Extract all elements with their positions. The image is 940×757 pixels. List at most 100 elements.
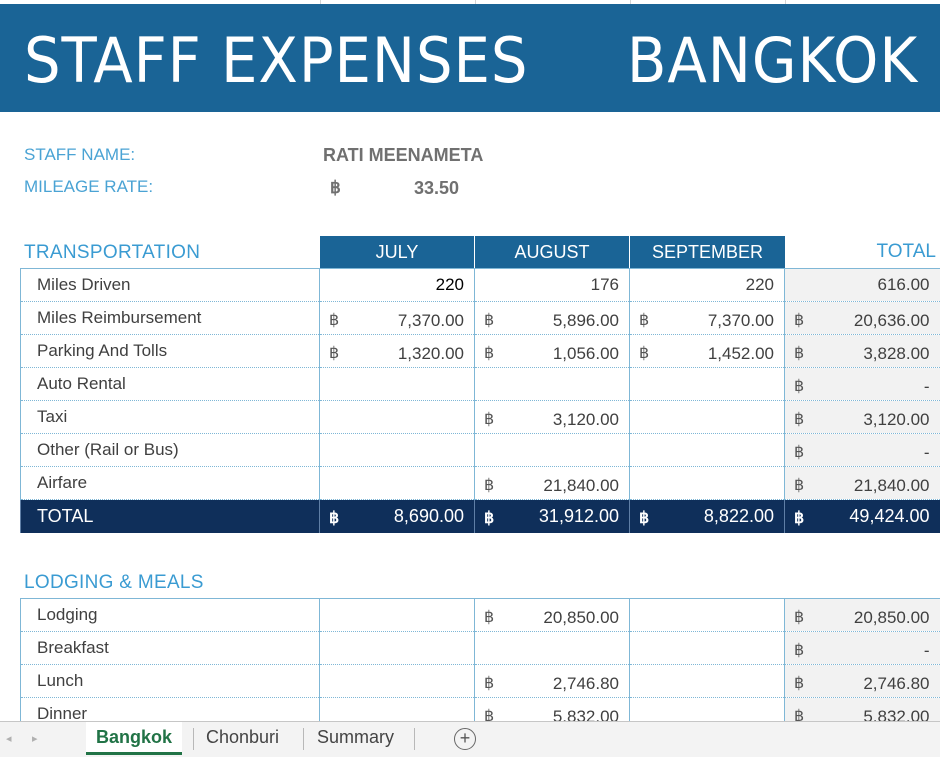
amount-cell[interactable]: 220: [629, 268, 785, 302]
row-label[interactable]: Other (Rail or Bus): [20, 433, 320, 467]
table-row: Parking And Tolls ฿ 1,320.00 ฿ 1,056.00 ฿ 1,45…: [20, 334, 940, 368]
amount-cell[interactable]: [474, 367, 630, 401]
row-label[interactable]: Auto Rental: [20, 367, 320, 401]
row-label[interactable]: Taxi: [20, 400, 320, 434]
total-header[interactable]: TOTAL: [876, 241, 936, 262]
amount-value: 5,896.00: [552, 311, 619, 330]
row-label[interactable]: Miles Reimbursement: [20, 301, 320, 335]
tab-scroll-right-icon[interactable]: ▸: [32, 733, 38, 745]
amount-cell[interactable]: ฿ 1,452.00: [629, 334, 785, 368]
amount-cell[interactable]: [629, 400, 785, 434]
amount-cell[interactable]: ฿ 5,896.00: [474, 301, 630, 335]
add-sheet-icon[interactable]: +: [454, 728, 476, 750]
amount-cell[interactable]: [629, 367, 785, 401]
amount-cell[interactable]: [629, 598, 785, 632]
amount-value: 220: [435, 275, 464, 294]
amount-value: 1,320.00: [397, 344, 464, 363]
amount-cell[interactable]: ฿ 1,056.00: [474, 334, 630, 368]
tab-separator: [193, 728, 194, 750]
amount-cell[interactable]: [474, 631, 630, 665]
amount-cell[interactable]: [629, 664, 785, 698]
row-total-cell[interactable]: ฿ 20,636.00: [784, 301, 940, 335]
total-row-label[interactable]: TOTAL: [20, 499, 320, 533]
amount-value: 8,690.00: [393, 505, 464, 526]
amount-cell[interactable]: [319, 664, 475, 698]
amount-cell[interactable]: ฿ 31,912.00: [474, 499, 630, 533]
tab-separator: [303, 728, 304, 750]
amount-value: [320, 480, 474, 486]
tab-chonburi[interactable]: Chonburi: [206, 727, 280, 747]
amount-cell[interactable]: [474, 433, 630, 467]
amount-value: [320, 381, 474, 387]
amount-cell[interactable]: [319, 466, 475, 500]
amount-cell[interactable]: ฿ 2,746.80: [474, 664, 630, 698]
row-label[interactable]: Miles Driven: [20, 268, 320, 302]
row-total-cell[interactable]: ฿ 20,850.00: [784, 598, 940, 632]
baht-symbol: ฿: [794, 708, 805, 725]
baht-symbol: ฿: [794, 411, 805, 428]
row-total-cell[interactable]: ฿ -: [784, 433, 940, 467]
table-row: Lodging ฿ 20,850.00 ฿ 20,850.00: [20, 598, 940, 632]
row-total-cell[interactable]: ฿ 2,746.80: [784, 664, 940, 698]
mileage-rate-value[interactable]: 33.50: [414, 178, 460, 198]
row-total-cell[interactable]: ฿ 3,120.00: [784, 400, 940, 434]
amount-cell[interactable]: ฿ 7,370.00: [629, 301, 785, 335]
row-label[interactable]: Lodging: [20, 598, 320, 632]
row-label[interactable]: Breakfast: [20, 631, 320, 665]
amount-cell[interactable]: [629, 433, 785, 467]
baht-symbol: ฿: [794, 642, 805, 659]
amount-cell[interactable]: ฿ 21,840.00: [474, 466, 630, 500]
amount-cell[interactable]: [319, 367, 475, 401]
amount-cell[interactable]: ฿ 7,370.00: [319, 301, 475, 335]
header-banner: STAFF EXPENSES BANGKOK: [0, 4, 940, 112]
row-label[interactable]: Parking And Tolls: [20, 334, 320, 368]
row-label[interactable]: Airfare: [20, 466, 320, 500]
amount-value: [320, 612, 474, 618]
month-header-july[interactable]: JULY: [320, 236, 474, 268]
amount-cell[interactable]: ฿ 3,120.00: [474, 400, 630, 434]
amount-cell[interactable]: 220: [319, 268, 475, 302]
row-total-cell[interactable]: ฿ 21,840.00: [784, 466, 940, 500]
amount-value: 8,822.00: [703, 505, 774, 526]
amount-value: -: [923, 641, 930, 660]
row-total-cell[interactable]: ฿ 49,424.00: [784, 499, 940, 533]
amount-cell[interactable]: [629, 631, 785, 665]
tab-summary[interactable]: Summary: [317, 727, 395, 747]
amount-cell[interactable]: [319, 433, 475, 467]
month-header-september[interactable]: SEPTEMBER: [630, 236, 785, 268]
amount-cell[interactable]: ฿ 1,320.00: [319, 334, 475, 368]
row-total-cell[interactable]: ฿ -: [784, 367, 940, 401]
tab-scroll-left-icon[interactable]: ◂: [6, 733, 12, 745]
amount-cell[interactable]: ฿ 8,690.00: [319, 499, 475, 533]
amount-value: 220: [745, 275, 774, 294]
row-label[interactable]: Lunch: [20, 664, 320, 698]
row-total-cell[interactable]: ฿ -: [784, 631, 940, 665]
table-row: Taxi ฿ 3,120.00 ฿ 3,120.00: [20, 400, 940, 434]
staff-name-value[interactable]: RATI MEENAMETA: [323, 145, 484, 165]
amount-cell[interactable]: [629, 466, 785, 500]
row-total-cell[interactable]: ฿ 3,828.00: [784, 334, 940, 368]
amount-cell[interactable]: [319, 598, 475, 632]
amount-cell[interactable]: ฿ 20,850.00: [474, 598, 630, 632]
amount-value: 21,840.00: [853, 476, 930, 495]
amount-cell[interactable]: [319, 631, 475, 665]
baht-symbol: ฿: [794, 345, 805, 362]
amount-value: [630, 447, 784, 453]
amount-cell[interactable]: ฿ 8,822.00: [629, 499, 785, 533]
amount-value: 7,370.00: [707, 311, 774, 330]
month-header-august[interactable]: AUGUST: [475, 236, 629, 268]
baht-symbol: ฿: [794, 675, 805, 692]
tab-bangkok[interactable]: Bangkok: [86, 722, 183, 755]
amount-value: [630, 480, 784, 486]
baht-symbol: ฿: [794, 378, 805, 395]
amount-value: 20,850.00: [853, 608, 930, 627]
baht-symbol: ฿: [484, 345, 495, 362]
sheet-title: STAFF EXPENSES: [24, 24, 529, 97]
tab-separator: [414, 728, 415, 750]
sheet-tab-bar: ◂ ▸ Bangkok Chonburi Summary +: [0, 721, 940, 757]
baht-symbol: ฿: [794, 609, 805, 626]
amount-cell[interactable]: [319, 400, 475, 434]
row-total-cell[interactable]: 616.00: [784, 268, 940, 302]
amount-value: [320, 414, 474, 420]
amount-cell[interactable]: 176: [474, 268, 630, 302]
